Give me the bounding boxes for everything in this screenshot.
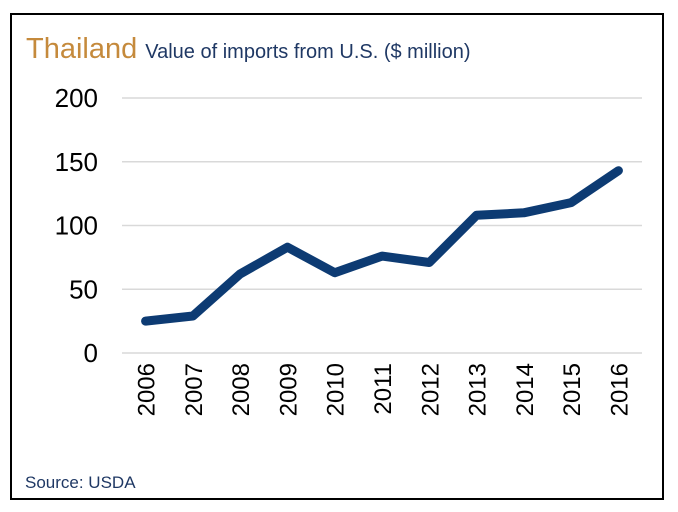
x-tick-label-2007: 2007	[181, 363, 208, 416]
data-point-2007	[191, 315, 194, 318]
y-tick-label-50: 50	[69, 274, 98, 304]
chart-frame: Thailand Value of imports from U.S. ($ mi…	[10, 13, 664, 500]
y-tick-label-200: 200	[55, 83, 98, 113]
chart-title: Thailand	[26, 33, 138, 65]
data-point-2009	[286, 246, 289, 249]
series-group	[141, 166, 623, 326]
data-point-2006	[144, 320, 147, 323]
data-point-2010	[333, 271, 336, 274]
x-tick-label-2015: 2015	[559, 363, 586, 416]
data-point-2013	[475, 214, 478, 217]
x-tick-label-2016: 2016	[606, 363, 633, 416]
data-point-2011	[381, 255, 383, 258]
data-point-2016	[617, 169, 620, 172]
data-point-2012	[428, 261, 431, 264]
x-tick-label-2008: 2008	[228, 363, 255, 416]
x-tick-label-2010: 2010	[323, 363, 350, 416]
x-axis-ticks: 2006 2007 2008 2009 2010 2011 2012 2013 2014 2015…	[134, 363, 634, 416]
x-tick-label-2013: 2013	[465, 363, 492, 416]
chart-source: Source: USDA	[25, 473, 136, 492]
x-tick-label-2014: 2014	[512, 363, 539, 416]
series-line-0	[141, 166, 623, 326]
y-tick-label-0: 0	[84, 338, 98, 368]
y-tick-label-150: 150	[55, 147, 98, 177]
y-tick-label-100: 100	[55, 211, 98, 241]
x-tick-label-2012: 2012	[417, 363, 444, 416]
data-point-2014	[522, 211, 525, 214]
x-tick-label-2006: 2006	[134, 363, 161, 416]
chart-title-row: Thailand Value of imports from U.S. ($ mi…	[26, 33, 471, 66]
chart-subtitle: Value of imports from U.S. ($ million)	[145, 41, 471, 63]
gridlines	[122, 97, 642, 354]
data-point-2008	[239, 272, 242, 275]
x-tick-label-2009: 2009	[275, 363, 302, 416]
data-point-2015	[570, 201, 573, 204]
y-axis-ticks: 0 50 100 150 200	[55, 83, 98, 368]
x-tick-label-2011: 2011	[370, 363, 397, 415]
